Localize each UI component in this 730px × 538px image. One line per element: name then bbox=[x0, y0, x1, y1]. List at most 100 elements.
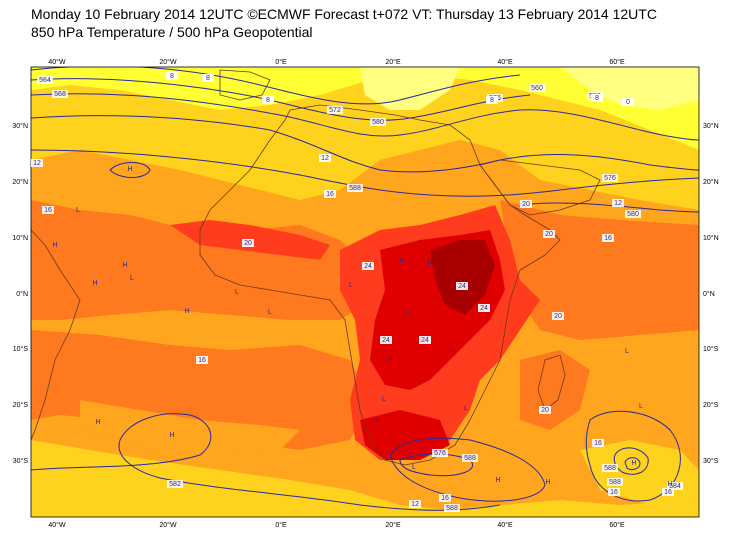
contour-label-bg bbox=[607, 478, 623, 486]
temp-label-bg bbox=[362, 262, 374, 270]
temp-label-bg bbox=[31, 159, 43, 167]
contour-line bbox=[31, 413, 501, 511]
temp-label-bg bbox=[592, 439, 604, 447]
contour-label: 568 bbox=[54, 91, 66, 98]
contour-line bbox=[389, 437, 546, 502]
axis-ticks: 40°W 20°W 0°E 20°E 40°E 60°E 40°W 20°W 0°E 20°E 40… bbox=[12, 58, 718, 529]
temp-label-bg bbox=[478, 304, 490, 312]
lon-tick-bottom: 40°W bbox=[48, 521, 66, 529]
temp-band-20-west bbox=[31, 200, 380, 320]
temperature-label: 8 bbox=[595, 95, 599, 102]
contour-label-bg bbox=[625, 210, 641, 218]
contour-label-bg bbox=[602, 464, 618, 472]
temp-label-bg bbox=[319, 154, 331, 162]
temperature-label: 20 bbox=[545, 231, 553, 238]
temp-label-bg bbox=[612, 199, 624, 207]
temp-label-bg bbox=[543, 230, 555, 238]
temp-label-bg bbox=[42, 206, 54, 214]
temperature-label: 16 bbox=[604, 235, 612, 242]
temperature-label: 12 bbox=[33, 160, 41, 167]
contour-label-bg bbox=[167, 480, 183, 488]
contour-label: 584 bbox=[669, 483, 681, 490]
lon-tick-top: 60°E bbox=[609, 58, 625, 66]
contour-label-bg bbox=[432, 449, 448, 457]
lon-tick-bottom: 0°E bbox=[275, 521, 287, 529]
map-subtitle: 850 hPa Temperature / 500 hPa Geopotenti… bbox=[31, 24, 313, 40]
south-america-coast bbox=[31, 229, 81, 441]
temp-label-bg bbox=[662, 488, 674, 496]
temperature-label: 24 bbox=[382, 337, 390, 344]
temperature-label: 20 bbox=[541, 407, 549, 414]
contour-label-bg bbox=[37, 76, 53, 84]
lon-tick-top: 0°E bbox=[275, 58, 287, 66]
lat-tick-left: 10°S bbox=[13, 345, 29, 353]
lat-tick-right: 30°N bbox=[703, 122, 719, 130]
temperature-label: 16 bbox=[198, 357, 206, 364]
contour-label: 576 bbox=[434, 450, 446, 457]
temp-label-bg bbox=[380, 336, 392, 344]
high-pressure-mark: H bbox=[92, 280, 97, 287]
temp-band-12-south bbox=[31, 440, 699, 517]
high-pressure-mark: H bbox=[122, 262, 127, 269]
high-pressure-mark: H bbox=[495, 477, 500, 484]
temp-label-bg bbox=[202, 74, 214, 82]
temp-label-bg bbox=[196, 356, 208, 364]
contour-label: 588 bbox=[604, 465, 616, 472]
lat-tick-right: 0°N bbox=[703, 290, 715, 298]
contour-label: 588 bbox=[609, 479, 621, 486]
temp-label-bg bbox=[622, 98, 634, 106]
contour-label-bg bbox=[602, 174, 618, 182]
contour-label-bg bbox=[444, 504, 460, 512]
high-pressure-mark: H bbox=[545, 479, 550, 486]
contour-label: 572 bbox=[329, 107, 341, 114]
temperature-label: 8 bbox=[170, 73, 174, 80]
temperature-label: 8 bbox=[490, 97, 494, 104]
contour-label: 582 bbox=[169, 481, 181, 488]
temperature-label: 12 bbox=[411, 501, 419, 508]
lon-tick-top: 20°W bbox=[159, 58, 177, 66]
temp-label-bg bbox=[608, 488, 620, 496]
temperature-label: 24 bbox=[421, 337, 429, 344]
lat-tick-left: 30°N bbox=[12, 122, 28, 130]
temperature-label: 20 bbox=[522, 201, 530, 208]
temp-band-32-africa bbox=[430, 240, 495, 315]
temp-band-4-north bbox=[360, 67, 460, 110]
temp-label-bg bbox=[591, 94, 603, 102]
temp-label-bg bbox=[439, 494, 451, 502]
lon-tick-top: 20°E bbox=[385, 58, 401, 66]
low-pressure-mark: L bbox=[130, 275, 134, 282]
high-pressure-mark: H bbox=[631, 460, 636, 467]
low-pressure-mark: L bbox=[382, 396, 386, 403]
low-pressure-mark: L bbox=[406, 310, 410, 317]
high-pressure-mark: H bbox=[169, 432, 174, 439]
temp-label-bg bbox=[419, 336, 431, 344]
low-pressure-mark: L bbox=[625, 348, 629, 355]
lat-tick-left: 10°N bbox=[12, 234, 28, 242]
temp-label-bg bbox=[166, 72, 178, 80]
lat-tick-left: 30°S bbox=[13, 457, 29, 465]
low-pressure-mark: L bbox=[349, 282, 353, 289]
temp-label-bg bbox=[552, 312, 564, 320]
lon-tick-top: 40°W bbox=[48, 58, 66, 66]
temperature-label: 16 bbox=[664, 489, 672, 496]
low-pressure-mark: L bbox=[464, 405, 468, 412]
temp-label-bg bbox=[539, 406, 551, 414]
temperature-label: 16 bbox=[610, 489, 618, 496]
contour-label-bg bbox=[52, 90, 68, 98]
high-pressure-mark: H bbox=[399, 258, 404, 265]
lat-tick-right: 10°N bbox=[703, 234, 719, 242]
temp-label-bg bbox=[324, 190, 336, 198]
lat-tick-left: 20°S bbox=[13, 401, 29, 409]
contour-label-bg bbox=[667, 482, 683, 490]
low-pressure-mark: L bbox=[639, 403, 643, 410]
contour-line bbox=[585, 410, 681, 502]
lon-tick-bottom: 20°E bbox=[385, 521, 401, 529]
contour-label: 588 bbox=[349, 185, 361, 192]
contour-label: 560 bbox=[531, 85, 543, 92]
temperature-label: 20 bbox=[554, 313, 562, 320]
lat-tick-left: 0°N bbox=[16, 290, 28, 298]
contour-label-bg bbox=[462, 454, 478, 462]
lat-tick-left: 20°N bbox=[12, 178, 28, 186]
temperature-label: 0 bbox=[626, 99, 630, 106]
